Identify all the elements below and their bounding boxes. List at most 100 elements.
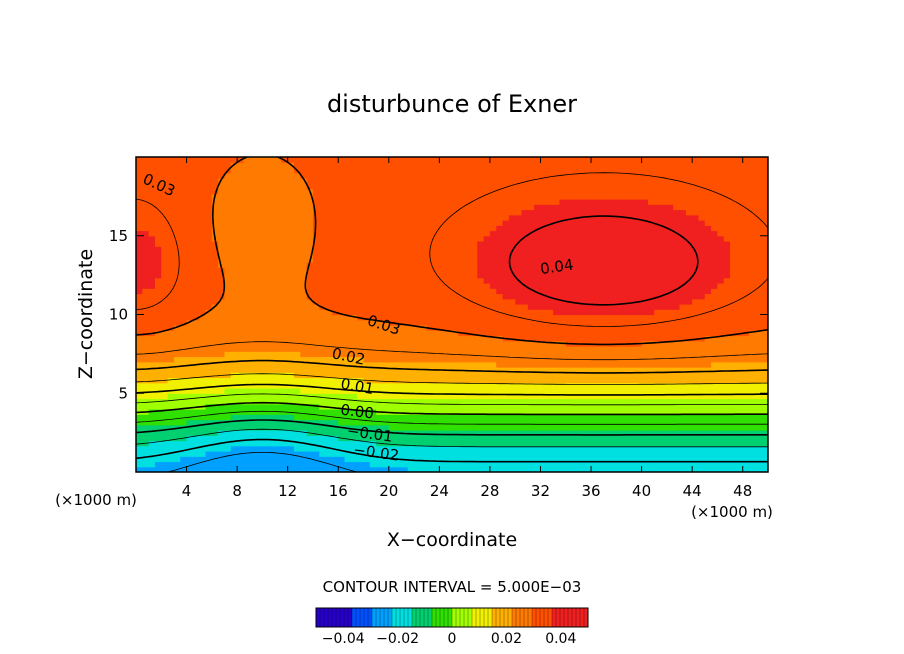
contour-fill-cell <box>312 461 320 468</box>
contour-fill-cell <box>186 309 194 316</box>
contour-fill-cell <box>230 325 238 331</box>
contour-fill-cell <box>635 256 643 263</box>
contour-fill-cell <box>496 414 504 421</box>
contour-fill-cell <box>275 367 282 373</box>
contour-fill-cell <box>237 209 245 216</box>
contour-fill-cell <box>660 403 668 410</box>
contour-fill-cell <box>527 288 535 295</box>
contour-fill-cell <box>559 178 567 184</box>
contour-fill-cell <box>167 445 175 452</box>
contour-fill-cell <box>622 293 630 300</box>
contour-fill-cell <box>508 167 516 174</box>
contour-fill-cell <box>622 440 630 447</box>
contour-fill-cell <box>641 251 649 258</box>
contour-fill-cell <box>161 225 169 232</box>
contour-fill-cell <box>262 183 270 190</box>
contour-fill-cell <box>142 283 150 289</box>
contour-fill-cell <box>641 204 649 211</box>
contour-fill-cell <box>294 288 301 295</box>
contour-fill-cell <box>180 214 188 221</box>
contour-fill-cell <box>287 220 295 226</box>
contour-fill-cell <box>369 277 377 284</box>
contour-fill-cell <box>369 367 377 373</box>
contour-fill-cell <box>515 409 523 415</box>
contour-fill-cell <box>565 178 573 184</box>
contour-fill-cell <box>395 319 403 326</box>
contour-fill-cell <box>622 277 630 284</box>
contour-fill-cell <box>338 220 346 226</box>
contour-fill-cell <box>306 235 314 242</box>
contour-fill-cell <box>502 241 510 247</box>
contour-fill-cell <box>610 388 617 394</box>
contour-fill-cell <box>445 204 453 211</box>
contour-fill-cell <box>363 204 371 211</box>
contour-fill-cell <box>458 209 466 216</box>
contour-fill-cell <box>470 346 478 352</box>
contour-fill-cell <box>186 272 194 279</box>
contour-fill-cell <box>464 403 472 410</box>
contour-fill-cell <box>433 214 440 221</box>
contour-fill-cell <box>136 440 143 447</box>
contour-fill-cell <box>527 330 535 337</box>
contour-fill-cell <box>382 414 390 421</box>
contour-fill-cell <box>363 162 371 169</box>
contour-fill-cell <box>603 330 611 337</box>
contour-fill-cell <box>654 209 662 216</box>
contour-fill-cell <box>534 466 542 472</box>
contour-fill-cell <box>496 330 504 337</box>
contour-fill-cell <box>281 325 289 331</box>
contour-fill-cell <box>565 293 573 300</box>
contour-fill-cell <box>300 251 308 258</box>
contour-fill-cell <box>483 430 491 436</box>
contour-fill-cell <box>262 456 270 463</box>
contour-fill-cell <box>483 361 491 368</box>
contour-fill-cell <box>464 220 472 226</box>
contour-fill-cell <box>199 340 207 347</box>
contour-fill-cell <box>591 267 598 274</box>
contour-fill-cell <box>376 267 384 274</box>
contour-fill-cell <box>376 256 384 263</box>
contour-fill-cell <box>306 178 314 184</box>
contour-fill-cell <box>597 157 605 163</box>
contour-fill-cell <box>350 319 358 326</box>
contour-fill-cell <box>477 283 485 289</box>
contour-fill-cell <box>205 330 213 337</box>
contour-fill-cell <box>521 393 529 400</box>
contour-fill-cell <box>496 262 504 268</box>
contour-fill-cell <box>167 193 175 200</box>
contour-fill-cell <box>319 172 327 179</box>
contour-fill-cell <box>584 157 592 163</box>
contour-fill-cell <box>584 367 592 373</box>
contour-fill-cell <box>161 298 169 305</box>
contour-fill-cell <box>357 356 365 363</box>
contour-fill-cell <box>496 256 504 263</box>
contour-fill-cell <box>325 335 333 342</box>
contour-fill-cell <box>483 220 491 226</box>
contour-fill-cell <box>407 220 415 226</box>
contour-fill-cell <box>654 277 662 284</box>
contour-fill-cell <box>521 440 529 447</box>
contour-fill-cell <box>578 172 586 179</box>
contour-fill-cell <box>338 167 346 174</box>
contour-fill-cell <box>458 162 466 169</box>
contour-fill-cell <box>559 466 567 472</box>
contour-fill-cell <box>154 346 162 352</box>
contour-fill-cell <box>331 351 339 358</box>
contour-fill-cell <box>622 388 630 394</box>
contour-fill-cell <box>401 162 409 169</box>
contour-fill-cell <box>338 214 346 221</box>
contour-fill-cell <box>154 193 162 200</box>
contour-fill-cell <box>136 277 143 284</box>
contour-fill-cell <box>426 466 434 472</box>
contour-fill-cell <box>496 424 504 431</box>
contour-fill-cell <box>578 309 586 316</box>
contour-fill-cell <box>306 209 314 216</box>
contour-fill-cell <box>477 178 485 184</box>
contour-fill-cell <box>243 204 251 211</box>
contour-fill-cell <box>445 230 453 237</box>
contour-fill-cell <box>281 304 289 310</box>
contour-fill-cell <box>306 398 314 405</box>
contour-fill-cell <box>496 361 504 368</box>
contour-fill-cell <box>559 298 567 305</box>
contour-fill-cell <box>357 283 365 289</box>
